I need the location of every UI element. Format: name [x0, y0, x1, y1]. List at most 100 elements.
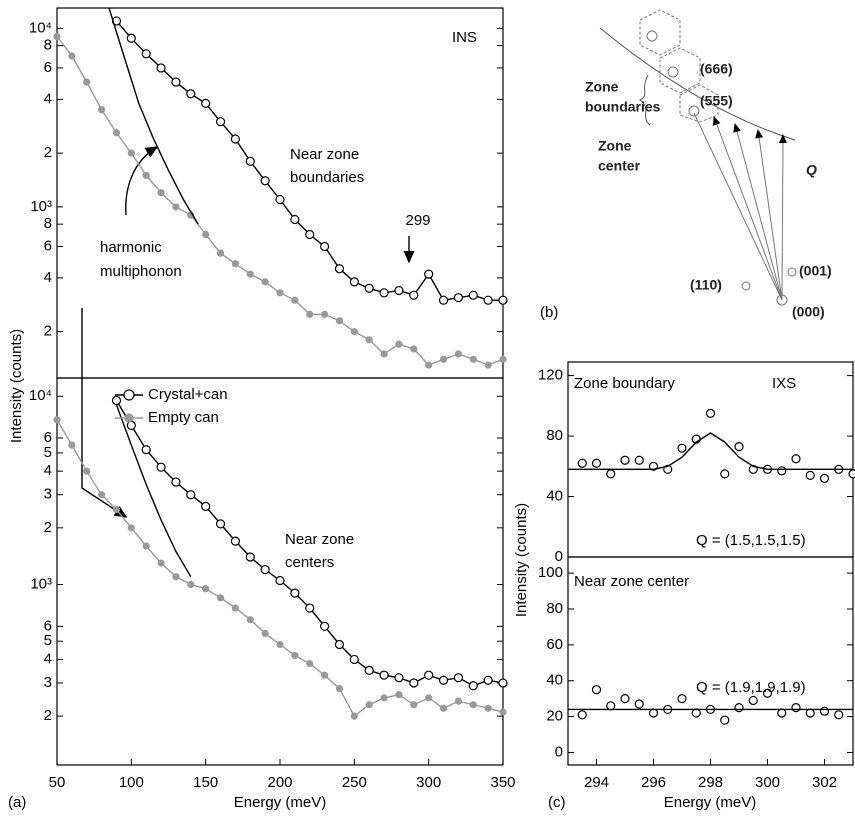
data-point	[260, 176, 270, 186]
data-point	[380, 694, 388, 702]
data-point	[379, 670, 389, 680]
data-point	[126, 420, 136, 431]
data-point	[394, 673, 404, 683]
data-point	[186, 89, 196, 99]
data-point	[126, 33, 136, 43]
data-point	[394, 285, 404, 296]
data-point	[364, 283, 374, 293]
y-axis-label: Intensity (counts)	[8, 329, 25, 443]
data-point	[791, 703, 801, 713]
arrow	[125, 146, 159, 216]
data-point	[245, 156, 255, 166]
x-tick-label: 300	[416, 774, 441, 791]
data-point	[306, 660, 314, 668]
series-line	[115, 404, 192, 578]
y-tick-label: 0	[555, 548, 563, 565]
y-axis-label: Intensity (counts)	[513, 503, 530, 617]
data-point	[172, 203, 180, 211]
data-point	[320, 621, 330, 631]
y-tick-label: 3	[44, 674, 52, 691]
series-line	[108, 7, 199, 225]
data-point	[748, 695, 758, 706]
data-point	[230, 134, 240, 144]
data-point	[634, 455, 644, 465]
annotation: boundaries	[290, 169, 364, 186]
data-point	[410, 345, 418, 353]
data-point	[334, 639, 345, 650]
data-point	[156, 462, 166, 472]
data-point	[834, 710, 844, 720]
data-point	[201, 98, 211, 108]
data-point	[454, 697, 462, 705]
data-point	[819, 473, 830, 483]
data-point	[410, 701, 418, 709]
data-point	[231, 260, 239, 268]
data-point	[438, 675, 449, 685]
data-point	[791, 454, 801, 464]
data-point	[68, 52, 76, 60]
y-tick-label: 4	[44, 90, 52, 107]
data-point	[321, 310, 329, 318]
data-point	[438, 295, 449, 305]
diagram-label: Zone	[585, 79, 619, 95]
diagram-label: (555)	[700, 93, 733, 109]
data-point	[606, 469, 616, 479]
data-point	[606, 701, 616, 711]
data-point	[591, 685, 602, 695]
annotation: Zone boundary	[574, 375, 675, 392]
y-tick-label: 4	[44, 462, 52, 479]
data-point	[484, 361, 492, 369]
diagram-label: center	[598, 158, 641, 174]
data-point	[231, 604, 239, 612]
data-point	[142, 542, 150, 550]
legend-marker	[123, 389, 135, 401]
data-point	[648, 708, 659, 718]
data-point	[97, 491, 106, 499]
data-point	[848, 469, 855, 479]
data-point	[141, 445, 151, 455]
data-point	[201, 501, 211, 511]
data-point	[620, 455, 630, 465]
data-point	[275, 194, 285, 205]
data-point	[290, 588, 300, 598]
data-point	[320, 241, 330, 252]
annotation: Q = (1.9,1.9,1.9)	[696, 679, 806, 696]
data-point	[215, 519, 226, 529]
data-point	[156, 63, 166, 73]
data-point	[83, 78, 91, 86]
data-point	[68, 441, 76, 449]
data-point	[453, 293, 463, 303]
x-axis-label: Energy (meV)	[664, 794, 757, 811]
data-point	[620, 694, 630, 704]
diagram-label: Zone	[598, 138, 632, 154]
x-tick-label: 294	[584, 774, 609, 791]
x-tick-label: 200	[267, 774, 292, 791]
y-tick-label: 8	[44, 215, 52, 232]
data-point	[216, 249, 225, 257]
data-point	[306, 310, 314, 318]
diagram-label: (110)	[690, 277, 722, 293]
annotation: harmonic	[100, 239, 162, 256]
y-tick-label: 2	[44, 519, 52, 536]
y-tick-label: 80	[546, 427, 563, 444]
y-tick-label: 5	[44, 632, 52, 649]
data-point	[425, 361, 433, 369]
data-point	[395, 340, 403, 348]
data-point	[409, 290, 419, 300]
y-tick-label: 20	[546, 708, 563, 725]
annotation: Near zone	[290, 146, 359, 163]
panel-label: (c)	[548, 794, 566, 811]
y-tick-label: 40	[546, 672, 563, 689]
data-point	[202, 230, 210, 239]
data-point	[141, 49, 151, 59]
y-tick-label: 100	[538, 564, 563, 581]
y-tick-label: 6	[44, 429, 52, 446]
annotation: IXS	[772, 375, 796, 392]
data-point	[777, 708, 787, 718]
data-point	[483, 295, 493, 305]
data-point	[634, 699, 644, 709]
data-point	[734, 442, 744, 452]
data-point	[261, 629, 269, 638]
panel-label: (a)	[8, 794, 26, 811]
data-point	[454, 350, 462, 358]
